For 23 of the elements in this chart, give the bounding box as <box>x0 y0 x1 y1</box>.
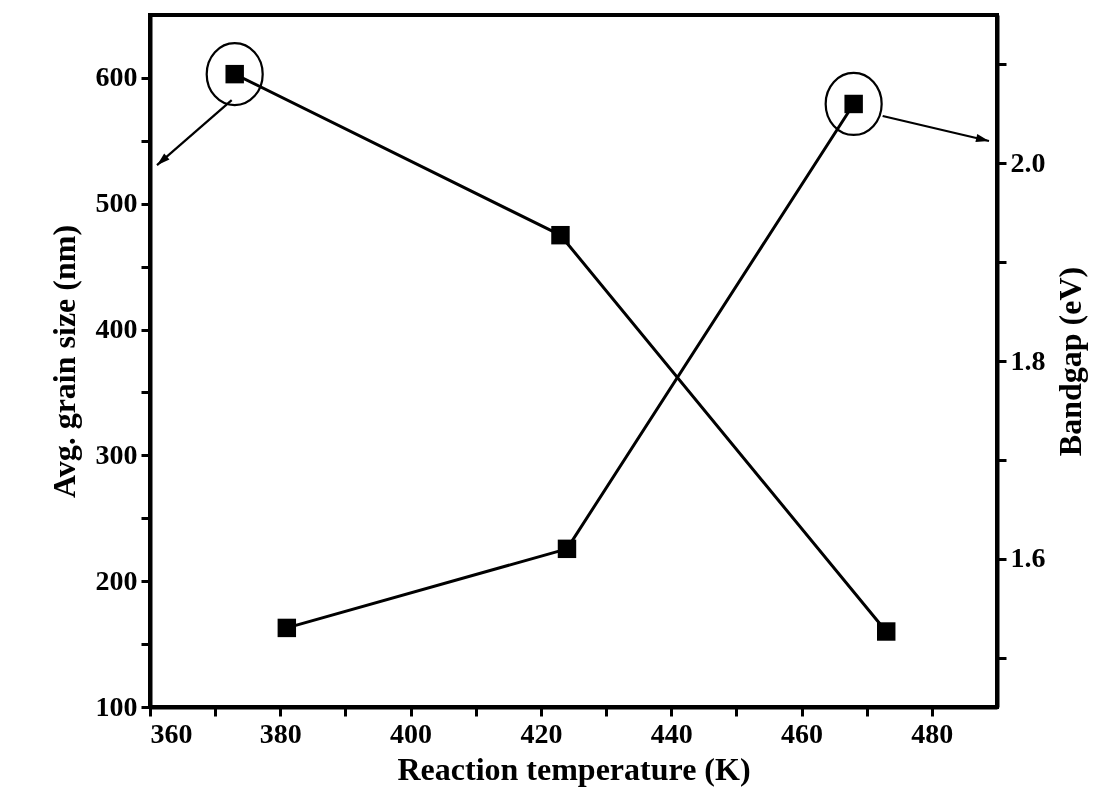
y2-tick-label: 2.0 <box>1010 146 1046 178</box>
y-tick-label: 400 <box>95 313 138 345</box>
x-tick-label: 420 <box>520 717 563 749</box>
y-tick-label: 100 <box>95 690 138 722</box>
x-tick-label: 380 <box>259 717 302 749</box>
y-axis-title: Avg. grain size (nm) <box>45 224 82 499</box>
y-tick-label: 500 <box>95 187 138 219</box>
x-axis-title: Reaction temperature (K) <box>397 750 751 787</box>
point <box>277 618 297 638</box>
x-tick-label: 400 <box>390 717 433 749</box>
x-tick-label: 460 <box>781 717 824 749</box>
point <box>557 539 577 559</box>
y2-tick-label: 1.8 <box>1010 344 1046 376</box>
y-tick-label: 300 <box>95 438 138 470</box>
y2-tick-label: 1.6 <box>1010 542 1046 574</box>
y2-axis-title: Bandgap (eV) <box>1051 266 1088 457</box>
y-tick-label: 600 <box>95 61 138 93</box>
point <box>551 225 570 245</box>
x-tick-label: 360 <box>150 717 193 749</box>
point <box>877 622 896 641</box>
x-tick-label: 480 <box>911 717 954 749</box>
y-tick-label: 200 <box>95 564 138 596</box>
x-tick-label: 440 <box>650 717 693 749</box>
